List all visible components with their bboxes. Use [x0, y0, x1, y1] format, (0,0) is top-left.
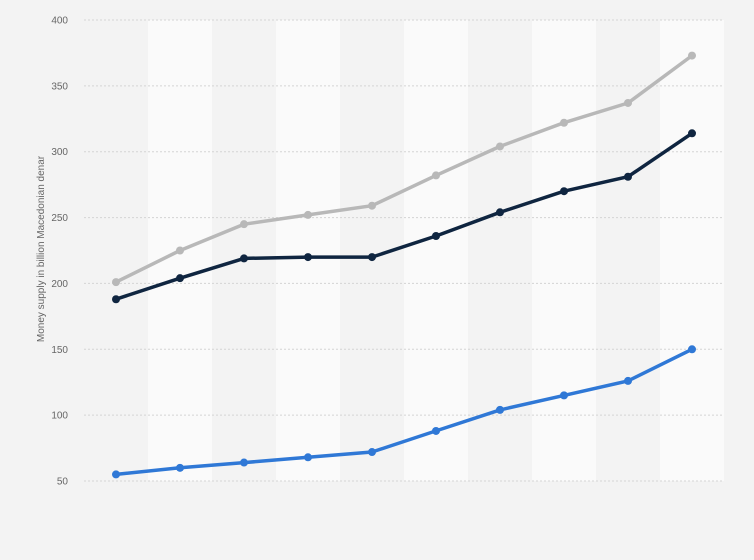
data-point[interactable] [496, 405, 504, 414]
column-band [84, 20, 148, 481]
series-line [114, 53, 694, 284]
data-point[interactable] [432, 426, 440, 435]
data-point[interactable] [368, 253, 376, 262]
series-line [114, 131, 694, 301]
data-point[interactable] [304, 210, 312, 219]
data-point[interactable] [688, 51, 696, 60]
column-band [212, 20, 276, 481]
column-band [532, 20, 596, 481]
data-point[interactable] [112, 470, 120, 479]
data-point[interactable] [624, 98, 632, 107]
data-point[interactable] [688, 345, 696, 354]
data-point[interactable] [496, 142, 504, 151]
series-line [114, 347, 694, 477]
data-point[interactable] [368, 201, 376, 210]
column-band [404, 20, 468, 481]
series-2 [112, 129, 696, 304]
y-tick-label: 50 [57, 477, 69, 488]
grid-layer [84, 19, 724, 482]
y-tick-label: 200 [51, 279, 68, 290]
y-axis-title: Money supply in billion Macedonian denar [36, 155, 47, 342]
data-point[interactable] [624, 172, 632, 181]
data-point[interactable] [432, 232, 440, 241]
y-tick-label: 300 [51, 147, 68, 158]
y-tick-label: 400 [51, 16, 68, 27]
data-point[interactable] [624, 376, 632, 385]
data-point[interactable] [176, 274, 184, 283]
data-point[interactable] [496, 208, 504, 217]
data-point[interactable] [688, 129, 696, 138]
y-tick-labels: 50 100 150 200 250 300 350 400 [51, 16, 68, 488]
y-tick-label: 350 [51, 81, 68, 92]
data-point[interactable] [112, 295, 120, 304]
series-3 [112, 345, 696, 479]
y-tick-label: 250 [51, 213, 68, 224]
data-point[interactable] [240, 254, 248, 263]
series-layer [112, 51, 696, 479]
data-point[interactable] [368, 448, 376, 457]
column-band [596, 20, 660, 481]
data-point[interactable] [432, 171, 440, 180]
data-point[interactable] [304, 453, 312, 462]
data-point[interactable] [240, 220, 248, 229]
column-band [276, 20, 340, 481]
data-point[interactable] [560, 118, 568, 127]
data-point[interactable] [560, 187, 568, 196]
data-point[interactable] [176, 246, 184, 255]
band-layer [84, 20, 724, 481]
data-point[interactable] [304, 253, 312, 262]
y-tick-label: 150 [51, 345, 68, 356]
data-point[interactable] [560, 391, 568, 400]
column-band [660, 20, 724, 481]
data-point[interactable] [240, 458, 248, 467]
data-point[interactable] [112, 278, 120, 287]
series-1 [112, 51, 696, 287]
y-tick-label: 100 [51, 411, 68, 422]
data-point[interactable] [176, 463, 184, 472]
